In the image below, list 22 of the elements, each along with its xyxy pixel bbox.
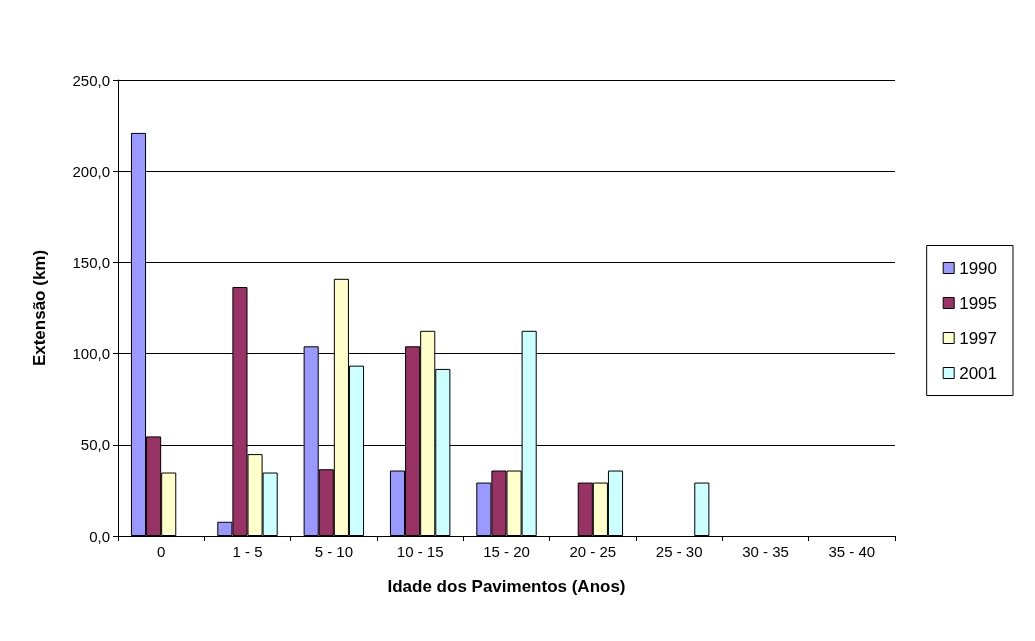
y-tick-label: 150,0	[72, 253, 110, 271]
x-tick-label: 20 - 25	[569, 543, 617, 560]
y-axis-title: Extensão (km)	[30, 249, 49, 367]
legend-label: 2001	[959, 363, 998, 383]
y-tick-label: 250,0	[72, 71, 110, 89]
y-tick-label: 50,0	[80, 436, 110, 454]
x-tick-label: 15 - 20	[483, 543, 530, 560]
y-tick-label: 0,0	[89, 527, 110, 545]
x-tick-label: 1 - 5	[232, 543, 263, 560]
legend-label: 1990	[959, 258, 998, 278]
x-axis-title: Idade dos Pavimentos (Anos)	[387, 577, 626, 596]
x-tick-label: 35 - 40	[828, 543, 876, 560]
x-tick-label: 0	[156, 543, 166, 560]
bar	[694, 482, 710, 536]
x-tick-label: 30 - 35	[742, 543, 789, 560]
x-tick-label: 10 - 15	[396, 543, 444, 560]
x-tick-label: 5 - 10	[314, 543, 354, 560]
legend-label: 1997	[959, 328, 998, 348]
y-tick-label: 100,0	[72, 345, 110, 363]
y-tick-label: 200,0	[72, 162, 110, 180]
x-tick-label: 25 - 30	[655, 543, 703, 560]
legend-label: 1995	[959, 293, 998, 313]
